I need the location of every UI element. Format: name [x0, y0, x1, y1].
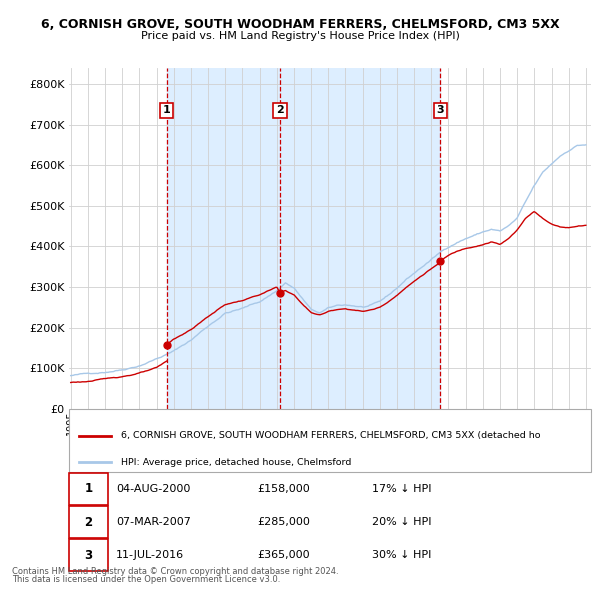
- Text: 2: 2: [276, 106, 284, 116]
- Bar: [280, 68, 440, 409]
- Text: 2: 2: [85, 516, 92, 529]
- Text: HPI: Average price, detached house, Chelmsford: HPI: Average price, detached house, Chel…: [121, 458, 352, 467]
- Text: £158,000: £158,000: [257, 484, 310, 494]
- Text: 1: 1: [85, 482, 92, 495]
- Text: 20% ↓ HPI: 20% ↓ HPI: [372, 517, 431, 527]
- Text: Contains HM Land Registry data © Crown copyright and database right 2024.: Contains HM Land Registry data © Crown c…: [12, 567, 338, 576]
- Text: £285,000: £285,000: [257, 517, 310, 527]
- Text: 3: 3: [437, 106, 444, 116]
- FancyBboxPatch shape: [69, 409, 591, 472]
- Text: Price paid vs. HM Land Registry's House Price Index (HPI): Price paid vs. HM Land Registry's House …: [140, 31, 460, 41]
- Text: 1: 1: [163, 106, 170, 116]
- Text: 07-MAR-2007: 07-MAR-2007: [116, 517, 191, 527]
- Text: 30% ↓ HPI: 30% ↓ HPI: [372, 550, 431, 560]
- FancyBboxPatch shape: [69, 506, 108, 538]
- Text: 6, CORNISH GROVE, SOUTH WOODHAM FERRERS, CHELMSFORD, CM3 5XX: 6, CORNISH GROVE, SOUTH WOODHAM FERRERS,…: [41, 18, 559, 31]
- Bar: [167, 68, 280, 409]
- Text: 17% ↓ HPI: 17% ↓ HPI: [372, 484, 431, 494]
- Text: 11-JUL-2016: 11-JUL-2016: [116, 550, 184, 560]
- Text: 04-AUG-2000: 04-AUG-2000: [116, 484, 190, 494]
- Text: £365,000: £365,000: [257, 550, 310, 560]
- Text: This data is licensed under the Open Government Licence v3.0.: This data is licensed under the Open Gov…: [12, 575, 280, 584]
- Text: 6, CORNISH GROVE, SOUTH WOODHAM FERRERS, CHELMSFORD, CM3 5XX (detached ho: 6, CORNISH GROVE, SOUTH WOODHAM FERRERS,…: [121, 431, 541, 440]
- Text: 3: 3: [85, 549, 92, 562]
- FancyBboxPatch shape: [69, 473, 108, 504]
- FancyBboxPatch shape: [69, 539, 108, 571]
